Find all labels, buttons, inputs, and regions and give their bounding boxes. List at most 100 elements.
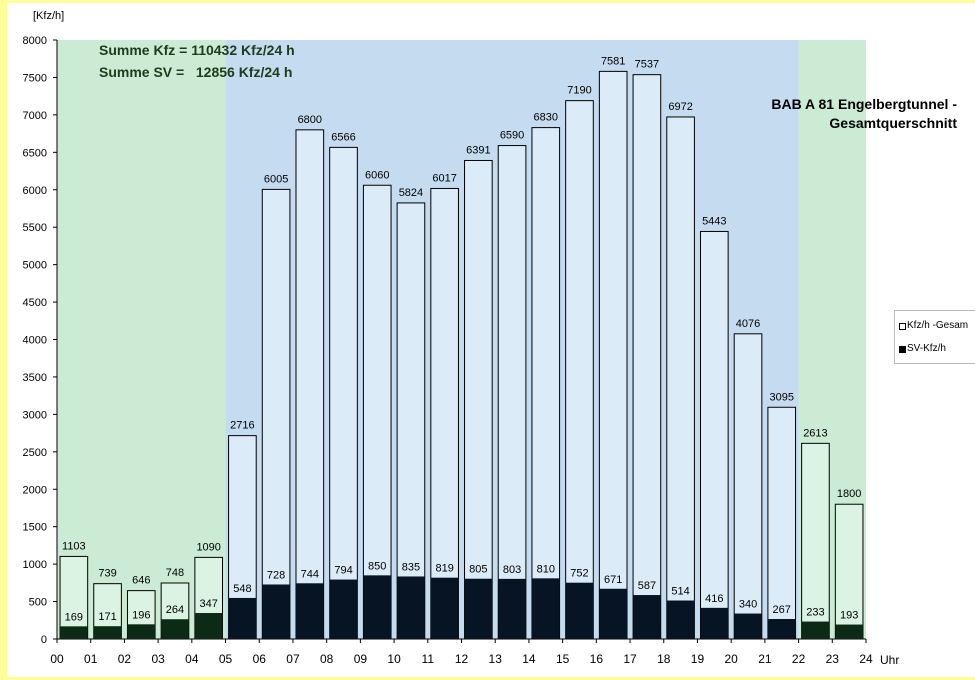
x-tick-label: 11 xyxy=(422,652,435,666)
data-label-heavy: 171 xyxy=(98,611,116,623)
x-tick-label: 01 xyxy=(84,652,98,666)
y-tick-label: 3500 xyxy=(23,372,47,384)
bar-total xyxy=(598,70,628,640)
bar-heavy xyxy=(767,619,796,639)
bar-total xyxy=(430,187,459,640)
data-label-heavy: 514 xyxy=(671,586,689,598)
bar-total xyxy=(666,116,695,640)
x-tick-label: 24 xyxy=(859,652,873,666)
bar-heavy xyxy=(666,600,695,639)
bar-heavy xyxy=(633,595,661,639)
bar-total xyxy=(565,100,594,640)
data-label-total: 3095 xyxy=(769,391,793,403)
data-label-heavy: 196 xyxy=(132,609,150,621)
bar-heavy xyxy=(161,619,189,639)
data-label-heavy: 728 xyxy=(267,569,285,581)
legend-item-total: Kfz/h -Gesam xyxy=(899,320,968,332)
x-tick-label: 00 xyxy=(50,652,64,666)
legend-label-heavy: SV-Kfz/h xyxy=(907,343,946,354)
legend-swatch-heavy xyxy=(899,345,906,353)
data-label-heavy: 587 xyxy=(638,580,656,592)
data-label-heavy: 671 xyxy=(604,574,622,586)
chart-title: BAB A 81 Engelbergtunnel - Gesamtquersch… xyxy=(771,95,957,133)
y-tick-label: 4000 xyxy=(23,335,47,347)
bar-total xyxy=(464,159,493,640)
data-label-total: 5824 xyxy=(399,187,423,199)
data-label-total: 2613 xyxy=(803,427,827,439)
legend-swatch-total xyxy=(899,322,906,330)
data-label-heavy: 810 xyxy=(537,563,555,575)
x-tick-label: 12 xyxy=(455,652,469,666)
frame-top-edge xyxy=(0,0,975,3)
data-label-total: 2716 xyxy=(230,420,254,432)
data-label-total: 4076 xyxy=(736,318,760,330)
data-label-total: 6017 xyxy=(432,172,456,184)
data-label-heavy: 803 xyxy=(503,564,521,576)
y-tick-label: 7500 xyxy=(23,72,47,84)
bar-heavy xyxy=(599,588,628,639)
bar-heavy xyxy=(363,575,392,639)
bar-heavy xyxy=(430,577,459,639)
data-label-heavy: 416 xyxy=(705,593,723,605)
x-tick-label: 07 xyxy=(286,652,300,666)
y-tick-label: 2000 xyxy=(23,484,47,496)
bar-heavy xyxy=(262,584,290,639)
bar-heavy xyxy=(93,626,122,639)
bar-heavy xyxy=(127,624,156,639)
background-band-0 xyxy=(57,40,226,639)
bar-heavy xyxy=(835,624,863,639)
bar-heavy xyxy=(531,578,560,639)
data-label-total: 1090 xyxy=(196,541,220,553)
data-label-total: 6590 xyxy=(500,130,524,142)
data-label-heavy: 169 xyxy=(65,611,83,623)
x-tick-label: 21 xyxy=(758,652,772,666)
x-tick-label: 10 xyxy=(387,652,401,666)
y-tick-label: 8000 xyxy=(23,35,47,47)
legend-label-total: Kfz/h -Gesam xyxy=(907,320,969,331)
data-label-total: 7537 xyxy=(635,59,659,71)
data-label-heavy: 835 xyxy=(402,561,420,573)
data-label-heavy: 819 xyxy=(435,563,453,575)
data-label-heavy: 794 xyxy=(334,565,352,577)
y-tick-label: 1000 xyxy=(23,559,47,571)
x-tick-label: 09 xyxy=(354,652,368,666)
data-label-heavy: 548 xyxy=(233,583,251,595)
data-label-total: 6566 xyxy=(331,131,355,143)
x-tick-label: 17 xyxy=(623,652,637,666)
x-axis-unit: Uhr xyxy=(880,653,900,667)
data-label-total: 1800 xyxy=(837,488,861,500)
frame-bottom-edge xyxy=(0,677,975,680)
bar-heavy xyxy=(801,621,830,639)
bar-total xyxy=(329,146,358,640)
bar-heavy xyxy=(329,579,358,639)
bar-total xyxy=(531,127,561,640)
data-label-total: 1103 xyxy=(62,540,86,552)
data-label-heavy: 752 xyxy=(570,568,588,580)
y-tick-label: 3000 xyxy=(23,409,47,421)
x-tick-label: 16 xyxy=(590,652,604,666)
x-tick-label: 08 xyxy=(320,652,334,666)
y-tick-label: 4500 xyxy=(23,297,47,309)
x-tick-label: 15 xyxy=(556,652,570,666)
bar-heavy xyxy=(498,578,526,639)
x-tick-label: 18 xyxy=(657,652,671,666)
bar-total xyxy=(767,406,797,640)
data-label-total: 6972 xyxy=(668,101,692,113)
x-tick-label: 19 xyxy=(691,652,705,666)
data-label-total: 7190 xyxy=(567,85,591,97)
y-tick-label: 7000 xyxy=(23,110,47,122)
bar-total xyxy=(362,184,392,640)
summary-kfz: Summe Kfz = 110432 Kfz/24 h xyxy=(99,42,295,58)
data-label-total: 6005 xyxy=(264,173,288,185)
x-tick-label: 03 xyxy=(151,652,165,666)
x-tick-label: 05 xyxy=(219,652,233,666)
y-tick-label: 0 xyxy=(41,634,47,646)
data-label-total: 6830 xyxy=(534,112,558,124)
x-tick-label: 04 xyxy=(185,652,199,666)
data-label-heavy: 267 xyxy=(773,604,791,616)
data-label-heavy: 233 xyxy=(806,607,824,619)
bar-heavy xyxy=(228,597,257,639)
summary-sv: Summe SV = 12856 Kfz/24 h xyxy=(99,64,293,80)
